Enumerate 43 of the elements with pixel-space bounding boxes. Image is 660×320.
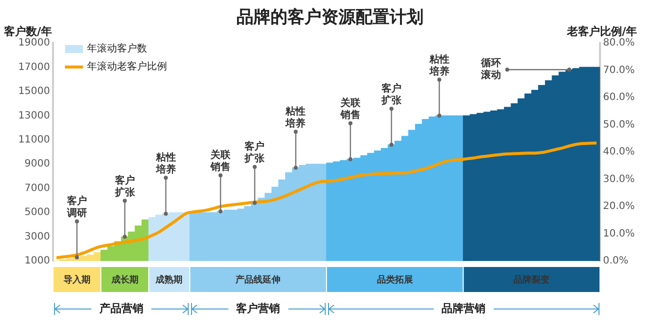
text: 成熟期 [154,274,183,286]
legend-label: 年滚动客户数 [87,42,147,55]
y-tick-label: 3000 [24,231,50,242]
annotation: 关联销售 [339,96,362,121]
annotation: 粘性培养 [284,105,306,130]
chart-title: 品牌的客户资源配置计划 [236,7,424,28]
y-tick-label: 11000 [18,134,50,146]
y2-axis-title: 老客户比例/年 [566,24,638,38]
y-tick-label: 1000 [24,256,50,267]
text: 成长期 [110,274,138,286]
text: 产品线延伸 [234,274,281,286]
annotation: 客户扩张 [244,140,266,164]
y2-tick-label: 40.0% [603,146,635,158]
annotation: 客户扩张 [380,82,402,106]
legend-label: 年滚动老客户比例 [87,60,167,73]
y-tick-label: 9000 [24,158,50,170]
y-tick-label: 7000 [24,182,50,194]
y-tick-label: 5000 [24,207,50,218]
y2-tick-label: 0.0% [603,256,628,267]
annotation: 关联销售 [210,148,232,173]
annotation: 客户扩张 [114,174,136,198]
y2-tick-label: 60.0% [603,92,635,104]
annotation: 粘性培养 [154,151,176,176]
y-tick-label: 13000 [18,110,50,122]
y-tick-label: 15000 [18,86,50,98]
text: 客户营销 [235,302,280,315]
y2-tick-label: 80.0% [603,38,635,49]
annotation: 粘性培养 [428,53,450,78]
text: 品类拓展 [376,274,413,286]
y-tick-label: 19000 [18,38,50,49]
y2-tick-label: 50.0% [603,119,635,130]
text: 品牌营销 [441,302,486,315]
annotation: 客户调研 [66,194,87,219]
annotation: 循环滚动 [480,57,502,82]
text: 导入期 [63,274,90,286]
y2-tick-label: 10.0% [603,228,635,240]
text: 品牌裂变 [514,274,550,286]
y2-tick-label: 30.0% [603,174,635,185]
y-tick-label: 17000 [18,62,50,73]
y2-tick-label: 20.0% [603,201,635,212]
text: 产品营销 [98,302,144,315]
y-axis-title: 客户数/年 [2,24,52,38]
y2-tick-label: 70.0% [603,64,635,76]
